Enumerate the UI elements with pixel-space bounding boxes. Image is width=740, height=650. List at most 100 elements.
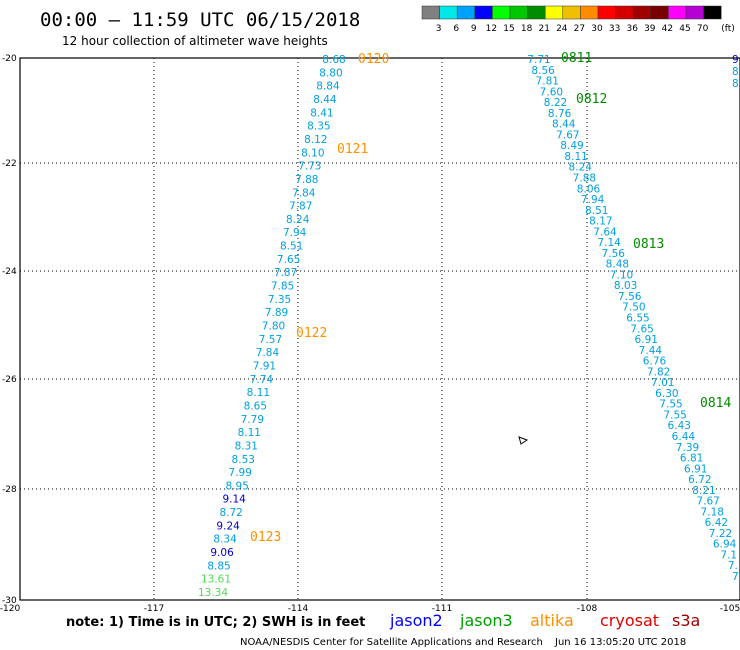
wave-height-value: 8	[732, 78, 739, 90]
wave-height-value: 7.	[732, 571, 740, 583]
wave-height-value: 7.18	[701, 506, 724, 518]
lon-tick-label: -105	[720, 604, 740, 614]
wave-height-value: 8	[732, 66, 739, 78]
satellite-legend-s3a: s3a	[672, 611, 700, 630]
wave-height-value: 8.11	[238, 427, 261, 439]
wave-height-value: 6.81	[680, 453, 703, 465]
wave-height-value: 7.71	[527, 54, 550, 66]
wave-height-value: 8.65	[244, 400, 267, 412]
legend-note: note: 1) Time is in UTC; 2) SWH is in fe…	[66, 615, 365, 630]
wave-height-value: 7.65	[277, 254, 300, 266]
colorbar-swatch	[544, 5, 564, 20]
wave-height-value: 8.56	[531, 65, 555, 77]
wave-height-value: 8.11	[564, 151, 587, 163]
satellite-legend: jason2 jason3 altika cryosat s3a	[389, 611, 700, 630]
wave-height-value: 8.17	[589, 216, 612, 228]
colorbar-label: 6	[453, 24, 459, 34]
colorbar-label: 33	[609, 24, 620, 34]
wave-height-value: 7.94	[283, 227, 307, 239]
satellite-legend-jason3: jason3	[459, 611, 513, 630]
colorbar-swatch	[439, 5, 458, 20]
wave-height-value: 7.87	[289, 201, 312, 213]
wave-height-value: 9.06	[210, 547, 234, 559]
lat-tick-label: -30	[2, 596, 17, 606]
map-title: 00:00 — 11:59 UTC 06/15/2018	[40, 9, 360, 31]
colorbar-label: 12	[486, 24, 497, 34]
pass-label: 0814	[700, 396, 731, 411]
colorbar-swatch	[615, 5, 634, 20]
wave-height-value: 6.91	[635, 334, 658, 346]
wave-height-value: 6.42	[705, 517, 728, 529]
colorbar-swatch	[509, 5, 528, 20]
colorbar-swatch	[668, 5, 687, 20]
wave-height-value: 13.34	[198, 587, 228, 599]
wave-height-value: 8.21	[692, 485, 715, 497]
footer-credit: NOAA/NESDIS Center for Satellite Applica…	[240, 637, 543, 648]
colorbar-label: 30	[591, 24, 603, 34]
wave-height-value: 6.55	[626, 313, 649, 325]
colorbar-swatch	[650, 5, 669, 20]
pass-label: 0120	[358, 52, 389, 67]
wave-height-value: 8.51	[280, 241, 303, 253]
wave-height-value: 6.94	[713, 539, 737, 551]
wave-height-value: 8.85	[207, 560, 230, 572]
wave-height-value: 7.67	[556, 129, 579, 141]
graticule	[20, 58, 740, 600]
colorbar-swatch	[456, 5, 476, 20]
wave-height-value: 8.68	[322, 54, 345, 66]
wave-height-value: 8.76	[548, 108, 572, 120]
jason3-track-east: 7.718.567.817.608.228.768.447.678.498.11…	[527, 54, 740, 583]
island-outline	[518, 436, 529, 445]
colorbar-label: 15	[503, 24, 514, 34]
lat-tick-label: -24	[2, 267, 17, 277]
wave-height-value: 7.44	[639, 345, 663, 357]
lon-tick-label: -111	[432, 604, 452, 614]
wave-height-value: 9.24	[216, 520, 240, 532]
colorbar-label: 9	[471, 24, 477, 34]
wave-height-value: 7.55	[659, 399, 682, 411]
lat-tick-label: -28	[2, 485, 17, 495]
wave-height-value: 7.73	[298, 161, 321, 173]
wave-height-colorbar: 3 6 9 12 15 18 21 24 27 30 33 36 39 42 45 70 (ft)	[421, 5, 735, 34]
wave-height-value: 8.49	[560, 140, 583, 152]
satellite-legend-jason2: jason2	[389, 611, 443, 630]
wave-height-value: 7.80	[262, 321, 285, 333]
wave-height-value: 8.72	[219, 507, 242, 519]
colorbar-swatch	[421, 5, 440, 20]
lat-tick-label: -26	[2, 375, 17, 385]
wave-height-value: 6.44	[672, 431, 696, 443]
wave-height-value: 8.06	[577, 183, 601, 195]
wave-height-value: 8.31	[235, 440, 258, 452]
wave-height-value: 7.94	[581, 194, 605, 206]
colorbar-label: 18	[521, 24, 533, 34]
colorbar-swatch	[703, 5, 722, 20]
colorbar-swatch	[492, 5, 511, 20]
wave-height-value: 7.88	[573, 172, 596, 184]
colorbar-swatch	[474, 5, 493, 20]
longitude-ticks: -120 -117 -114 -111 -108 -105	[0, 604, 740, 614]
wave-height-value: 8.35	[307, 121, 330, 133]
colorbar-unit: (ft)	[721, 24, 735, 34]
map-subtitle: 12 hour collection of altimeter wave hei…	[62, 34, 328, 48]
wave-height-value: 7.60	[540, 86, 563, 98]
colorbar-label: 21	[538, 24, 549, 34]
wave-height-value: 7.1	[720, 549, 737, 561]
wave-height-value: 7.39	[676, 442, 699, 454]
wave-height-value: 7.79	[241, 414, 264, 426]
lon-tick-label: -108	[577, 604, 598, 614]
wave-height-value: 7.55	[663, 409, 686, 421]
wave-height-value: 7.65	[630, 323, 653, 335]
wave-height-value: 8.53	[232, 454, 255, 466]
wave-height-value: 9.14	[222, 494, 246, 506]
wave-height-value: 7.82	[647, 366, 670, 378]
wave-height-value: 8.22	[544, 97, 567, 109]
wave-height-value: 7.84	[256, 347, 280, 359]
wave-height-value: 8.10	[301, 147, 324, 159]
wave-height-value: 8.12	[304, 134, 327, 146]
wave-height-value: 7.35	[268, 294, 291, 306]
lon-tick-label: -114	[288, 604, 309, 614]
wave-height-value: 8.44	[552, 119, 576, 131]
colorbar-label: 27	[574, 24, 585, 34]
wave-height-value: 8.80	[319, 67, 342, 79]
